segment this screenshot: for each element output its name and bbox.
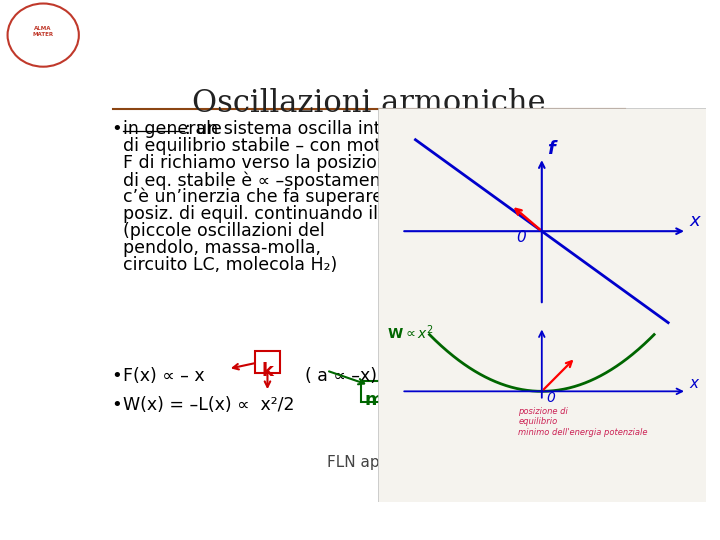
Text: $\mathbf{W} \propto x^2$: $\mathbf{W} \propto x^2$	[387, 323, 434, 342]
Text: c’è un’inerzia che fa superare: c’è un’inerzia che fa superare	[122, 188, 382, 206]
FancyBboxPatch shape	[255, 351, 280, 373]
Text: posiz. di equil. continuando il: posiz. di equil. continuando il	[122, 205, 377, 223]
Text: (piccole oscillazioni del: (piccole oscillazioni del	[122, 222, 324, 240]
Text: x: x	[689, 376, 698, 390]
Text: ( a ∝ –x): ( a ∝ –x)	[305, 367, 377, 384]
Text: di eq. stabile è ∝ –spostamento: di eq. stabile è ∝ –spostamento	[122, 171, 397, 190]
Text: m: m	[364, 392, 383, 409]
Text: •: •	[112, 396, 122, 414]
Text: 0: 0	[516, 230, 526, 245]
Text: pendolo, massa-molla,: pendolo, massa-molla,	[122, 239, 320, 257]
Text: x: x	[689, 212, 700, 230]
Text: 5: 5	[623, 455, 632, 470]
Text: Oscillazioni armoniche: Oscillazioni armoniche	[192, 88, 546, 119]
Text: FLN apr 11: FLN apr 11	[328, 455, 410, 470]
FancyBboxPatch shape	[378, 108, 706, 502]
Text: : un sistema oscilla intorno ad una posizione: : un sistema oscilla intorno ad una posi…	[184, 120, 573, 138]
Text: in generale: in generale	[122, 120, 222, 138]
Text: di equilibrio stabile – con moto armonico semplice se la: di equilibrio stabile – con moto armonic…	[122, 137, 609, 155]
FancyBboxPatch shape	[361, 381, 386, 402]
Text: posizione di
equilibrio
minimo dell'energia potenziale: posizione di equilibrio minimo dell'ener…	[518, 407, 648, 436]
Text: F(x) ∝ – x: F(x) ∝ – x	[122, 367, 204, 384]
Text: •: •	[112, 120, 122, 138]
Text: W(x) = –L(x) ∝  x²/2: W(x) = –L(x) ∝ x²/2	[122, 396, 294, 414]
Text: F di richiamo verso la posizione: F di richiamo verso la posizione	[122, 154, 398, 172]
Text: k: k	[261, 362, 274, 380]
Text: •: •	[112, 367, 122, 384]
Text: ALMA
MATER: ALMA MATER	[32, 26, 54, 37]
Text: 0: 0	[546, 391, 555, 405]
Text: circuito LC, molecola H₂): circuito LC, molecola H₂)	[122, 256, 337, 274]
Text: f: f	[547, 140, 555, 158]
